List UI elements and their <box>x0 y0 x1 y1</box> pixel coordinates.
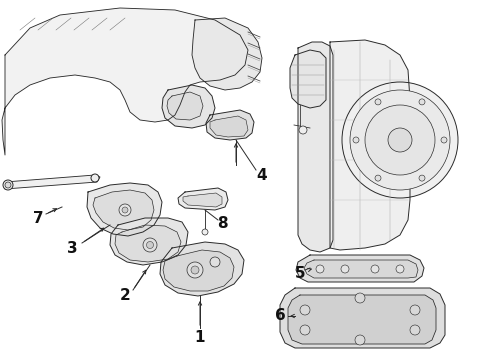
Polygon shape <box>115 225 181 262</box>
Polygon shape <box>296 255 424 282</box>
Polygon shape <box>288 295 436 344</box>
Polygon shape <box>304 260 418 278</box>
Circle shape <box>419 175 425 181</box>
Circle shape <box>365 105 435 175</box>
Text: 6: 6 <box>274 309 285 324</box>
Circle shape <box>388 128 412 152</box>
Text: 5: 5 <box>294 266 305 280</box>
Circle shape <box>355 335 365 345</box>
Polygon shape <box>162 85 215 128</box>
Text: 1: 1 <box>195 330 205 346</box>
Polygon shape <box>93 190 154 230</box>
Circle shape <box>122 207 128 213</box>
Circle shape <box>441 137 447 143</box>
Circle shape <box>350 90 450 190</box>
Circle shape <box>410 305 420 315</box>
Circle shape <box>341 265 349 273</box>
Text: 4: 4 <box>257 167 268 183</box>
Circle shape <box>119 204 131 216</box>
Circle shape <box>91 174 99 182</box>
Circle shape <box>375 99 381 105</box>
Circle shape <box>187 262 203 278</box>
Circle shape <box>316 265 324 273</box>
Polygon shape <box>167 92 203 120</box>
Text: 8: 8 <box>217 216 227 230</box>
Circle shape <box>300 325 310 335</box>
Circle shape <box>202 229 208 235</box>
Circle shape <box>3 180 13 190</box>
Circle shape <box>355 293 365 303</box>
Circle shape <box>210 257 220 267</box>
Circle shape <box>147 242 153 248</box>
Circle shape <box>371 265 379 273</box>
Polygon shape <box>192 18 262 90</box>
Circle shape <box>353 137 359 143</box>
Polygon shape <box>163 250 234 291</box>
Polygon shape <box>87 183 162 236</box>
Polygon shape <box>330 40 410 250</box>
Polygon shape <box>160 242 244 296</box>
Polygon shape <box>290 50 326 108</box>
Circle shape <box>143 238 157 252</box>
Polygon shape <box>5 175 100 189</box>
Circle shape <box>299 126 307 134</box>
Circle shape <box>419 99 425 105</box>
Circle shape <box>300 305 310 315</box>
Text: 3: 3 <box>67 240 77 256</box>
Circle shape <box>396 265 404 273</box>
Circle shape <box>342 82 458 198</box>
Polygon shape <box>110 218 188 265</box>
Polygon shape <box>298 42 333 252</box>
Circle shape <box>410 325 420 335</box>
Circle shape <box>375 175 381 181</box>
Circle shape <box>5 182 11 188</box>
Polygon shape <box>280 288 445 348</box>
Polygon shape <box>210 116 248 137</box>
Polygon shape <box>183 193 222 207</box>
Text: 2: 2 <box>120 288 130 302</box>
Polygon shape <box>206 110 254 140</box>
Text: 7: 7 <box>33 211 43 225</box>
Polygon shape <box>2 8 248 155</box>
Circle shape <box>191 266 199 274</box>
Polygon shape <box>178 188 228 210</box>
